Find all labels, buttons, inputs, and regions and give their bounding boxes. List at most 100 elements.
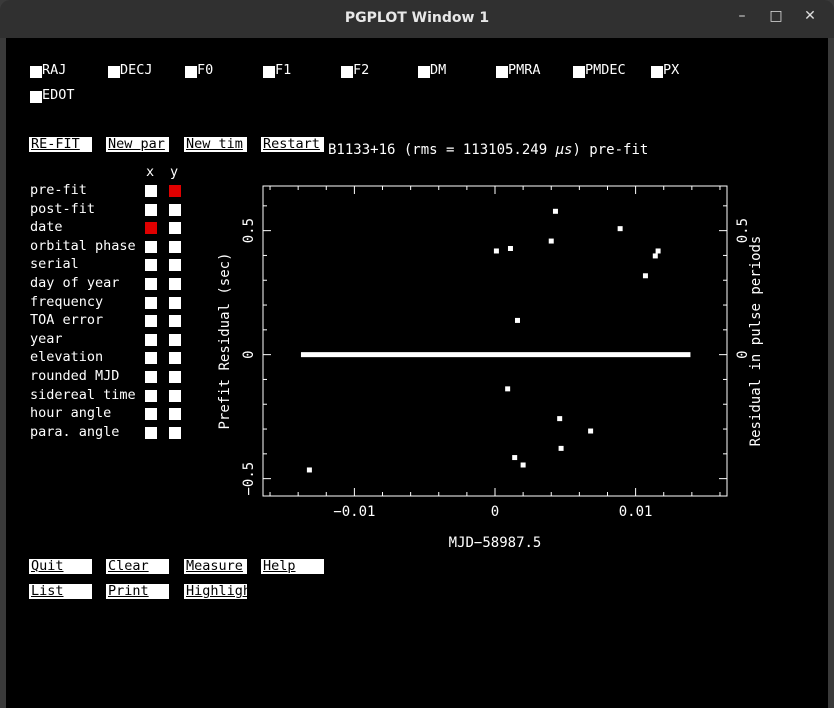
data-point <box>520 462 526 468</box>
window-titlebar: PGPLOT Window 1 – □ ✕ <box>0 0 834 38</box>
y-axis-checkbox[interactable] <box>169 240 181 253</box>
param-label: DM <box>430 62 447 78</box>
param-toggle-f2[interactable] <box>341 66 353 78</box>
x-axis-checkbox[interactable] <box>145 278 157 290</box>
data-point <box>557 416 563 422</box>
y-axis-checkbox[interactable] <box>169 315 181 328</box>
x-axis-checkbox[interactable] <box>145 408 157 421</box>
action-clear-button[interactable]: Clear <box>106 558 169 574</box>
plot-heading-suffix: ) pre-fit <box>572 142 649 158</box>
x-axis-checkbox[interactable] <box>145 315 157 328</box>
param-label: EDOT <box>42 87 75 103</box>
action-new-tim-button[interactable]: New tim <box>184 136 247 152</box>
button-label: Quit <box>31 558 64 574</box>
action-new-par-button[interactable]: New par <box>106 136 169 152</box>
close-icon[interactable]: ✕ <box>804 8 816 24</box>
y-axis-checkbox[interactable] <box>169 426 181 439</box>
x-axis-checkbox[interactable] <box>145 259 157 272</box>
data-point <box>507 245 513 251</box>
x-axis-label: MJD−58987.5 <box>449 535 542 551</box>
y-axis-checkbox[interactable] <box>169 278 181 290</box>
x-axis-checkbox[interactable] <box>145 203 157 216</box>
data-point <box>558 445 564 451</box>
residual-band <box>300 352 691 358</box>
param-label: PX <box>663 62 680 78</box>
param-toggle-raj[interactable] <box>30 66 42 78</box>
x-axis-checkbox[interactable] <box>145 426 157 439</box>
x-tick-label: 0.01 <box>619 504 653 520</box>
data-point <box>505 386 511 392</box>
y-axis-checkbox[interactable] <box>169 333 181 346</box>
y-axis-checkbox[interactable] <box>169 408 181 421</box>
y-axis-header: y <box>170 164 179 180</box>
y-tick-label: 0.5 <box>241 218 257 243</box>
data-point <box>588 428 594 434</box>
action-restart-button[interactable]: Restart <box>261 136 324 152</box>
axis-option-label: year <box>30 330 63 347</box>
axis-option-label: day of year <box>30 275 120 291</box>
param-toggle-dm[interactable] <box>418 66 430 78</box>
axis-option-label: hour angle <box>30 405 112 422</box>
data-point <box>548 238 554 244</box>
data-point <box>655 248 661 254</box>
y2-tick-label: 0.5 <box>735 218 751 243</box>
y-axis-checkbox[interactable] <box>169 389 181 402</box>
button-label: New par <box>108 136 165 152</box>
y-axis-checkbox[interactable] <box>169 352 181 365</box>
y-axis-checkbox[interactable] <box>169 185 181 197</box>
param-label: PMDEC <box>585 62 626 78</box>
x-axis-checkbox[interactable] <box>145 389 157 402</box>
param-toggle-px[interactable] <box>651 66 663 78</box>
plot-heading-prefix: B1133+16 (rms = 113105.249 <box>328 142 556 158</box>
param-toggle-decj[interactable] <box>108 66 120 78</box>
param-toggle-pmra[interactable] <box>496 66 508 78</box>
maximize-icon[interactable]: □ <box>769 8 783 24</box>
x-axis-checkbox[interactable] <box>145 240 157 253</box>
param-toggle-f1[interactable] <box>263 66 275 78</box>
x-axis-checkbox[interactable] <box>145 296 157 309</box>
action-print-button[interactable]: Print <box>106 583 169 599</box>
param-toggle-edot[interactable] <box>30 91 42 103</box>
data-point <box>493 248 499 254</box>
minimize-icon[interactable]: – <box>738 8 746 24</box>
pgplot-canvas[interactable]: RAJ DECJ F0 F1 F2 DM PMRA PMDEC PX EDOT RE-FIT New… <box>6 38 828 708</box>
axis-option-label: frequency <box>30 293 104 310</box>
data-point <box>306 467 312 473</box>
plot-frame <box>262 185 728 497</box>
action-quit-button[interactable]: Quit <box>29 558 92 574</box>
param-label: F0 <box>197 62 214 78</box>
x-axis-checkbox[interactable] <box>145 185 157 197</box>
button-label: Highlight <box>186 583 260 599</box>
axis-option-label: TOA error <box>30 312 104 329</box>
action-re-fit-button[interactable]: RE-FIT <box>29 136 92 152</box>
y-axis-checkbox[interactable] <box>169 203 181 216</box>
y-axis-label: Prefit Residual (sec) <box>217 252 233 429</box>
axis-option-label: rounded MJD <box>30 368 120 384</box>
action-help-button[interactable]: Help <box>261 558 324 574</box>
axis-option-label: date <box>30 219 63 236</box>
x-axis-checkbox[interactable] <box>145 333 157 346</box>
action-list-button[interactable]: List <box>29 583 92 599</box>
param-label: F2 <box>353 62 370 78</box>
x-axis-checkbox[interactable] <box>145 352 157 365</box>
button-label: Measure <box>186 558 243 574</box>
action-measure-button[interactable]: Measure <box>184 558 247 574</box>
data-point <box>652 253 658 259</box>
y-axis-checkbox[interactable] <box>169 296 181 309</box>
x-axis-checkbox[interactable] <box>145 371 157 383</box>
y-axis-checkbox[interactable] <box>169 222 181 235</box>
y-axis-checkbox[interactable] <box>169 259 181 272</box>
param-toggle-f0[interactable] <box>185 66 197 78</box>
button-label: New tim <box>186 136 243 152</box>
param-label: PMRA <box>508 62 541 78</box>
x-axis-checkbox[interactable] <box>145 222 157 235</box>
y-axis-checkbox[interactable] <box>169 371 181 383</box>
residual-plot[interactable]: −0.01 0 0.01 −0.5 0 0.5 0 0.5 MJD−58987.5 Prefi… <box>6 38 828 568</box>
axis-option-label: sidereal time <box>30 386 136 403</box>
data-point <box>642 273 648 279</box>
data-point <box>617 226 623 232</box>
plot-heading-unit: μs <box>555 142 573 158</box>
action-highlight-button[interactable]: Highlight <box>184 583 259 599</box>
param-toggle-pmdec[interactable] <box>573 66 585 78</box>
axis-option-label: elevation <box>30 349 104 366</box>
